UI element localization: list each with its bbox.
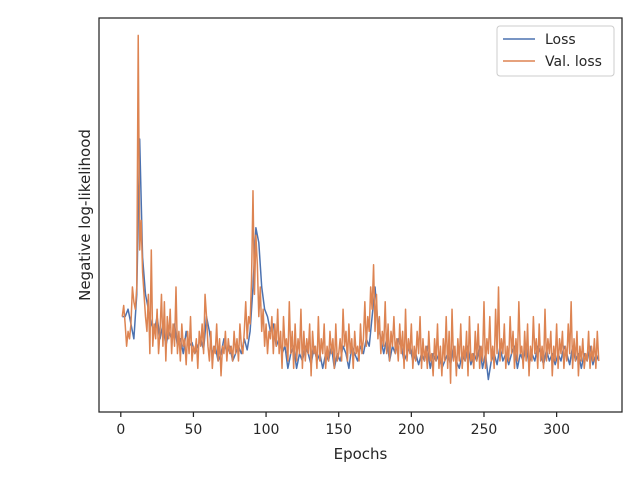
series-line-val-loss [121, 34, 600, 384]
x-tick-label: 100 [253, 422, 280, 438]
legend-label-val-loss: Val. loss [545, 54, 602, 70]
x-tick-label: 200 [398, 422, 425, 438]
plot-frame [98, 17, 623, 413]
y-axis-label: Negative log-likelihood [76, 129, 94, 301]
x-tick-label: 50 [185, 422, 203, 438]
legend-label-loss: Loss [545, 32, 576, 48]
x-axis-label: Epochs [334, 445, 388, 463]
x-tick-label: 300 [543, 422, 570, 438]
x-axis: 0 50 100 150 200 250 300 [116, 412, 570, 438]
x-tick-label: 150 [325, 422, 352, 438]
x-tick-label: 250 [471, 422, 498, 438]
plot-area [121, 34, 600, 384]
series-layer [121, 34, 600, 384]
legend: Loss Val. loss [496, 25, 615, 77]
x-tick-label: 0 [116, 422, 125, 438]
